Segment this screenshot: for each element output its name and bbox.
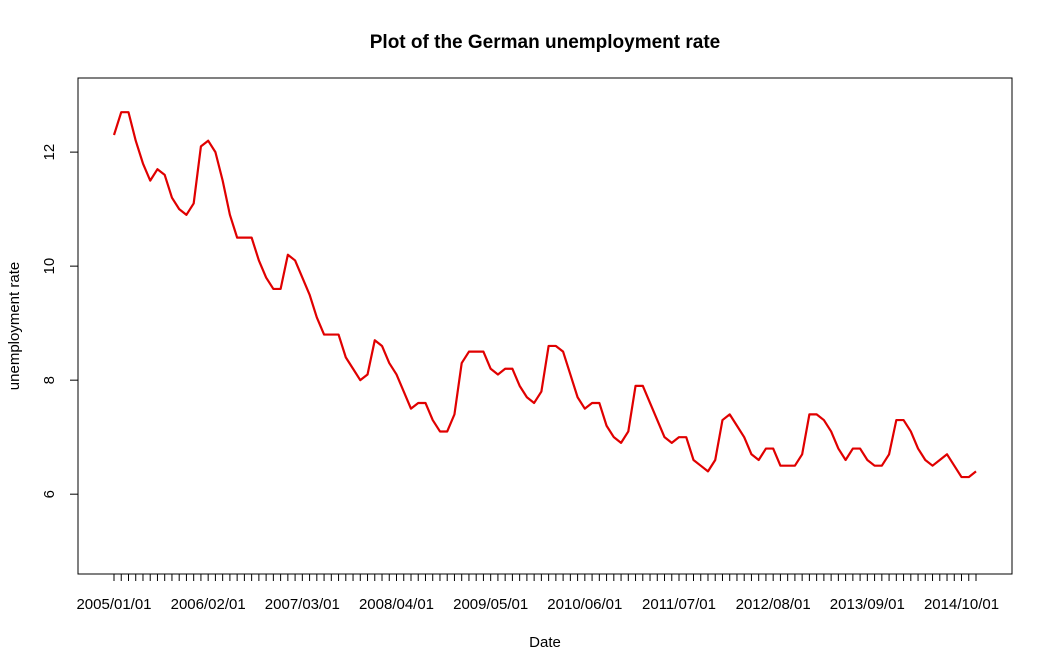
x-axis-label: Date bbox=[529, 634, 561, 651]
x-tick-label: 2009/05/01 bbox=[453, 596, 528, 613]
x-tick-label: 2013/09/01 bbox=[830, 596, 905, 613]
x-tick-label: 2006/02/01 bbox=[171, 596, 246, 613]
y-tick-label: 6 bbox=[41, 490, 58, 498]
x-tick-label: 2010/06/01 bbox=[547, 596, 622, 613]
y-axis-label: unemployment rate bbox=[6, 262, 23, 390]
x-tick-label: 2008/04/01 bbox=[359, 596, 434, 613]
y-tick-label: 8 bbox=[41, 376, 58, 384]
series-layer bbox=[112, 111, 977, 479]
y-tick-label: 10 bbox=[41, 258, 58, 275]
x-tick-label: 2014/10/01 bbox=[924, 596, 999, 613]
x-tick-label: 2007/03/01 bbox=[265, 596, 340, 613]
plot-frame bbox=[77, 77, 1013, 575]
y-tick-label: 12 bbox=[41, 144, 58, 161]
x-axis: 2005/01/01 2006/02/01 2007/03/01 2008/04/01… bbox=[76, 573, 999, 613]
y-axis: 6 8 10 12 bbox=[41, 144, 79, 498]
chart-title: Plot of the German unemployment rate bbox=[370, 32, 721, 53]
series-line bbox=[112, 111, 977, 479]
x-tick-label: 2011/07/01 bbox=[642, 596, 716, 613]
x-tick-label: 2005/01/01 bbox=[76, 596, 151, 613]
x-tick-label: 2012/08/01 bbox=[736, 596, 811, 613]
